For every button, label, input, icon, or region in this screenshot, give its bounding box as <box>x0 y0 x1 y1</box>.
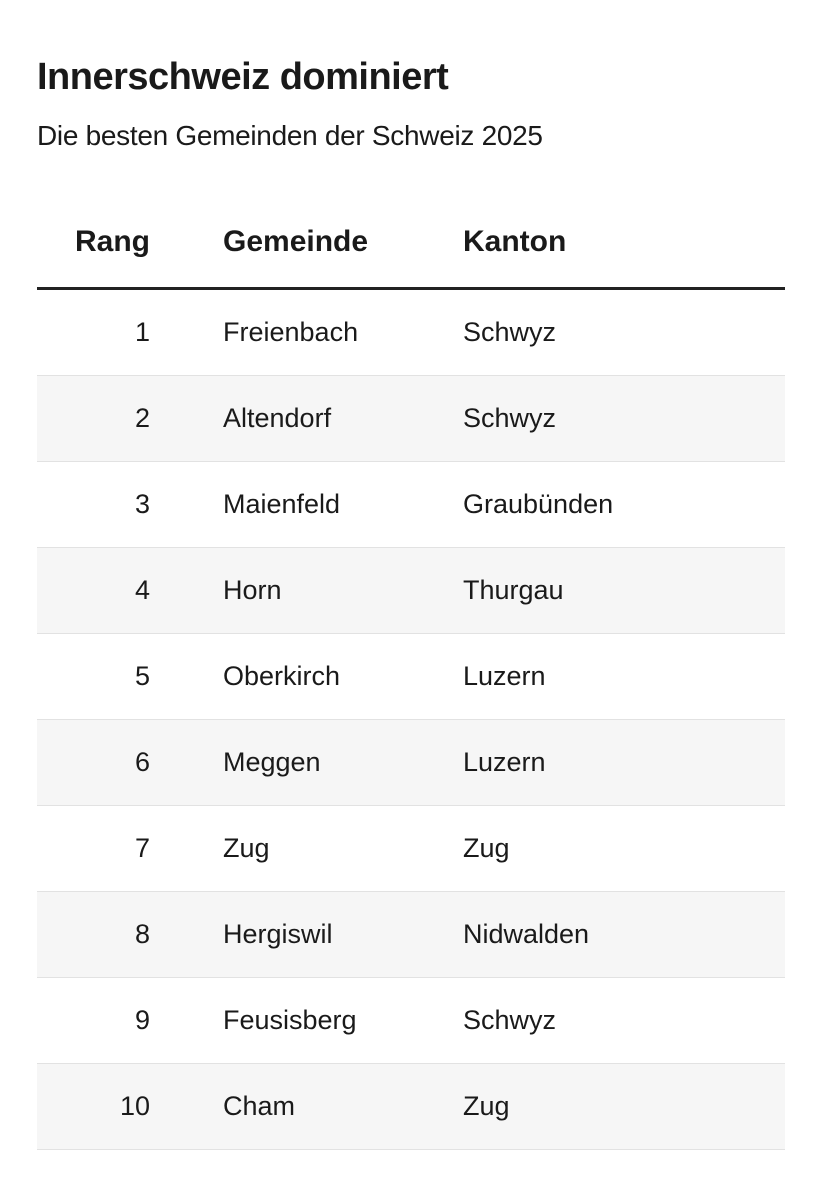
table-cell: Meggen <box>150 719 463 806</box>
table-cell: 6 <box>37 719 150 806</box>
table-cell: 10 <box>37 1063 150 1150</box>
subtitle: Die besten Gemeinden der Schweiz 2025 <box>37 120 543 151</box>
table-row: 6 Meggen Luzern <box>37 719 785 806</box>
column-header: Rang <box>37 196 150 290</box>
table-cell: 3 <box>37 461 150 548</box>
table-row: 5 Oberkirch Luzern <box>37 633 785 720</box>
table-row: 8 Hergiswil Nidwalden <box>37 891 785 978</box>
table-cell: Luzern <box>463 633 785 720</box>
table-row: 3 Maienfeld Graubünden <box>37 461 785 548</box>
table-cell: 9 <box>37 977 150 1064</box>
table-cell: Zug <box>150 805 463 892</box>
table-cell: Schwyz <box>463 977 785 1064</box>
table-cell: Hergiswil <box>150 891 463 978</box>
table-cell: Horn <box>150 547 463 634</box>
column-header: Kanton <box>463 196 785 290</box>
table-cell: Feusisberg <box>150 977 463 1064</box>
column-header: Gemeinde <box>150 196 463 290</box>
table-cell: 4 <box>37 547 150 634</box>
table-cell: Freienbach <box>150 288 463 376</box>
table-cell: Schwyz <box>463 288 785 376</box>
table-cell: Altendorf <box>150 375 463 462</box>
table-row: 1 Freienbach Schwyz <box>37 288 785 376</box>
table-cell: Thurgau <box>463 547 785 634</box>
table-cell: Zug <box>463 805 785 892</box>
table-cell: Zug <box>463 1063 785 1150</box>
ranking-table: Rang Gemeinde Kanton 1 Freienbach Schwyz 2 Alt… <box>37 196 785 1150</box>
table-row: 4 Horn Thurgau <box>37 547 785 634</box>
table-cell: Graubünden <box>463 461 785 548</box>
table-row: 9 Feusisberg Schwyz <box>37 977 785 1064</box>
title: Innerschweiz dominiert <box>37 56 449 98</box>
table-cell: Nidwalden <box>463 891 785 978</box>
table-row: 10 Cham Zug <box>37 1063 785 1150</box>
table-body: 1 Freienbach Schwyz 2 Altendorf Schwyz 3 Maienf… <box>37 288 785 1150</box>
table-cell: Schwyz <box>463 375 785 462</box>
table-row: 2 Altendorf Schwyz <box>37 375 785 462</box>
table-cell: 5 <box>37 633 150 720</box>
table-cell: 1 <box>37 288 150 376</box>
table-cell: 2 <box>37 375 150 462</box>
table-cell: 7 <box>37 805 150 892</box>
table-cell: Cham <box>150 1063 463 1150</box>
table-cell: Luzern <box>463 719 785 806</box>
table-cell: Oberkirch <box>150 633 463 720</box>
table-cell: 8 <box>37 891 150 978</box>
header-row: Rang Gemeinde Kanton <box>37 196 785 290</box>
table-cell: Maienfeld <box>150 461 463 548</box>
table-row: 7 Zug Zug <box>37 805 785 892</box>
